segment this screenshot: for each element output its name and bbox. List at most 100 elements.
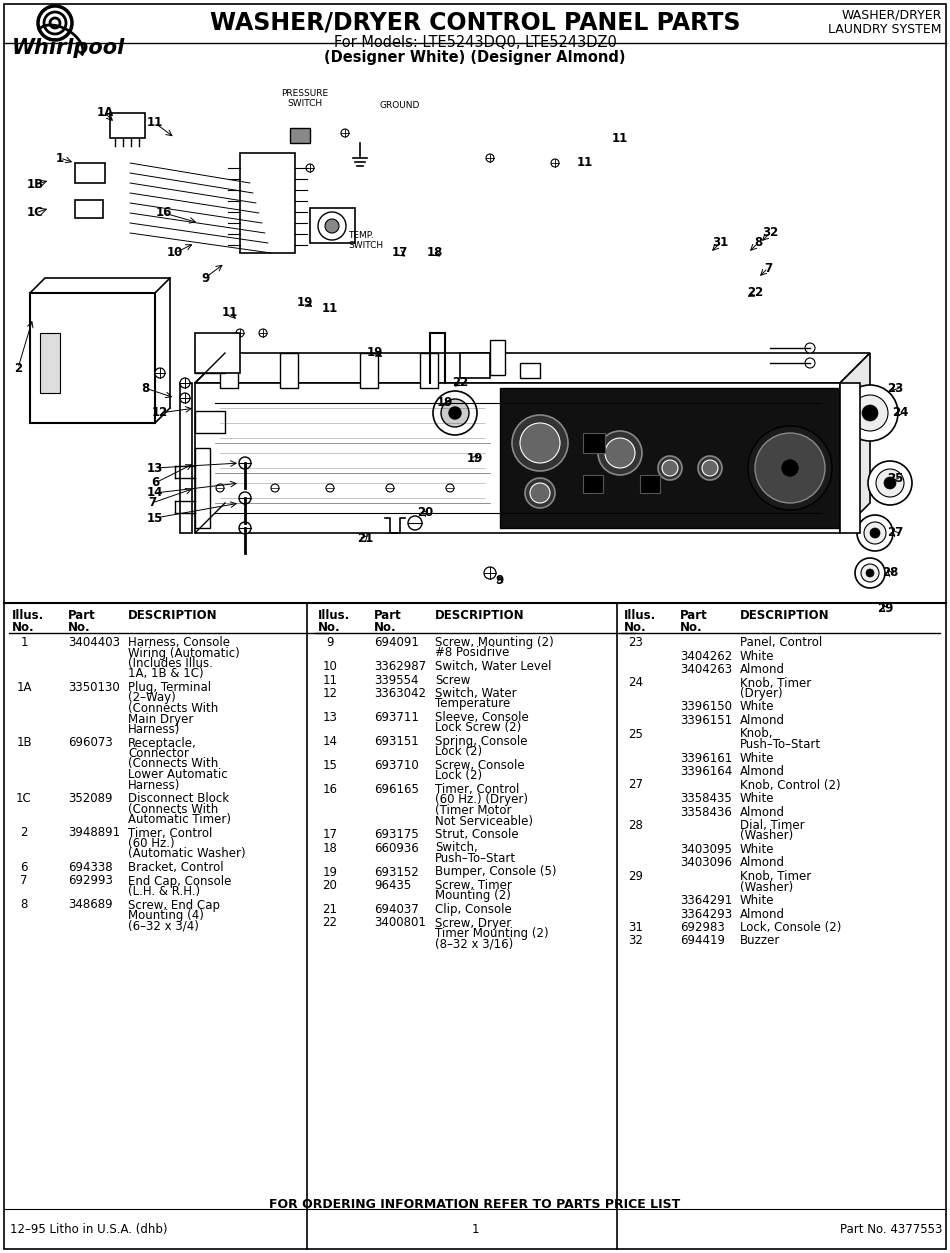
Circle shape <box>530 482 550 502</box>
Text: 1A: 1A <box>16 680 31 694</box>
Text: (Washer): (Washer) <box>740 881 793 893</box>
Text: Whirlpool: Whirlpool <box>12 38 125 58</box>
Text: 19: 19 <box>322 866 337 878</box>
Circle shape <box>876 469 904 497</box>
Text: DESCRIPTION: DESCRIPTION <box>128 609 218 621</box>
Text: 1: 1 <box>20 637 28 649</box>
Text: (Designer White) (Designer Almond): (Designer White) (Designer Almond) <box>324 50 626 65</box>
Bar <box>290 128 310 143</box>
Text: (60 Hz.): (60 Hz.) <box>128 837 175 850</box>
Text: For Models: LTE5243DQ0, LTE5243DZ0: For Models: LTE5243DQ0, LTE5243DZ0 <box>333 35 617 50</box>
Text: 23: 23 <box>629 637 643 649</box>
Text: DESCRIPTION: DESCRIPTION <box>740 609 829 621</box>
Text: PRESSURE
SWITCH: PRESSURE SWITCH <box>281 89 329 108</box>
Circle shape <box>239 457 251 469</box>
Circle shape <box>484 568 496 579</box>
Text: 6: 6 <box>20 861 28 875</box>
Text: 339554: 339554 <box>374 674 419 687</box>
Text: 29: 29 <box>629 870 643 883</box>
Text: (Timer Motor: (Timer Motor <box>435 804 511 817</box>
Text: FOR ORDERING INFORMATION REFER TO PARTS PRICE LIST: FOR ORDERING INFORMATION REFER TO PARTS … <box>270 1198 680 1210</box>
Text: 693152: 693152 <box>374 866 419 878</box>
Text: Almond: Almond <box>740 663 785 677</box>
Text: 692983: 692983 <box>680 921 725 933</box>
Bar <box>195 449 210 528</box>
Text: 24: 24 <box>892 406 908 420</box>
Bar <box>310 208 355 243</box>
Text: 3358436: 3358436 <box>680 806 732 818</box>
Text: Knob, Timer: Knob, Timer <box>740 870 811 883</box>
Text: 1B: 1B <box>27 178 44 192</box>
Bar <box>460 353 490 378</box>
Text: 9: 9 <box>326 637 333 649</box>
Text: Almond: Almond <box>740 907 785 921</box>
Text: (Washer): (Washer) <box>740 829 793 842</box>
Text: 7: 7 <box>148 496 156 510</box>
Text: Almond: Almond <box>740 766 785 778</box>
Text: 31: 31 <box>629 921 643 933</box>
Text: Screw, Dryer: Screw, Dryer <box>435 916 511 930</box>
Text: WASHER/DRYER CONTROL PANEL PARTS: WASHER/DRYER CONTROL PANEL PARTS <box>210 10 740 34</box>
Text: 17: 17 <box>391 247 408 259</box>
Text: 7: 7 <box>20 875 28 887</box>
Text: 8: 8 <box>20 898 28 911</box>
Text: Timer, Control: Timer, Control <box>128 827 213 840</box>
Text: 27: 27 <box>629 778 643 792</box>
Text: (Dryer): (Dryer) <box>740 687 783 700</box>
Circle shape <box>805 343 815 353</box>
Circle shape <box>408 516 422 530</box>
Text: (L.H. & R.H.): (L.H. & R.H.) <box>128 885 200 898</box>
Circle shape <box>855 558 885 588</box>
Text: 3404262: 3404262 <box>680 649 732 663</box>
Text: 694338: 694338 <box>68 861 113 875</box>
Text: Screw: Screw <box>435 674 470 687</box>
Text: 352089: 352089 <box>68 792 112 804</box>
Bar <box>520 363 540 378</box>
Text: 19: 19 <box>466 451 484 465</box>
Text: 2: 2 <box>20 827 28 840</box>
Circle shape <box>884 477 896 489</box>
Circle shape <box>698 456 722 480</box>
Text: 9: 9 <box>496 574 504 588</box>
Text: Lock Screw (2): Lock Screw (2) <box>435 722 522 734</box>
Text: 8: 8 <box>141 381 149 395</box>
Bar <box>280 353 298 388</box>
Text: 13: 13 <box>323 710 337 724</box>
Text: (Automatic Washer): (Automatic Washer) <box>128 847 246 861</box>
Text: 15: 15 <box>147 511 163 525</box>
Text: (Connects With: (Connects With <box>128 758 218 771</box>
Text: Part No. 4377553: Part No. 4377553 <box>840 1223 942 1235</box>
Bar <box>40 333 60 393</box>
Text: Not Serviceable): Not Serviceable) <box>435 814 533 827</box>
Text: Illus.: Illus. <box>624 609 656 621</box>
Circle shape <box>525 477 555 507</box>
Text: (Connects With: (Connects With <box>128 702 218 715</box>
Polygon shape <box>195 353 870 383</box>
Text: Knob, Control (2): Knob, Control (2) <box>740 778 841 792</box>
Bar <box>490 340 505 375</box>
Text: No.: No. <box>12 621 34 634</box>
Circle shape <box>842 385 898 441</box>
Text: 28: 28 <box>882 566 898 579</box>
Circle shape <box>180 378 190 388</box>
Text: (Includes Illus.: (Includes Illus. <box>128 657 213 670</box>
Text: 2: 2 <box>14 362 22 375</box>
Text: 660936: 660936 <box>374 842 419 855</box>
Bar <box>583 434 605 454</box>
Text: Screw, Timer: Screw, Timer <box>435 880 512 892</box>
Text: 31: 31 <box>712 237 728 249</box>
Text: Almond: Almond <box>740 857 785 870</box>
Text: Part: Part <box>680 609 708 621</box>
Circle shape <box>486 154 494 162</box>
Text: 23: 23 <box>887 381 903 395</box>
Circle shape <box>520 424 560 464</box>
Text: 348689: 348689 <box>68 898 113 911</box>
Text: 1: 1 <box>56 152 64 164</box>
Text: 3362987: 3362987 <box>374 660 427 673</box>
Text: Connector: Connector <box>128 747 189 761</box>
Text: 19: 19 <box>367 347 383 360</box>
Text: 1: 1 <box>471 1223 479 1235</box>
Circle shape <box>341 129 349 137</box>
Text: 14: 14 <box>322 736 337 748</box>
Bar <box>30 293 155 424</box>
